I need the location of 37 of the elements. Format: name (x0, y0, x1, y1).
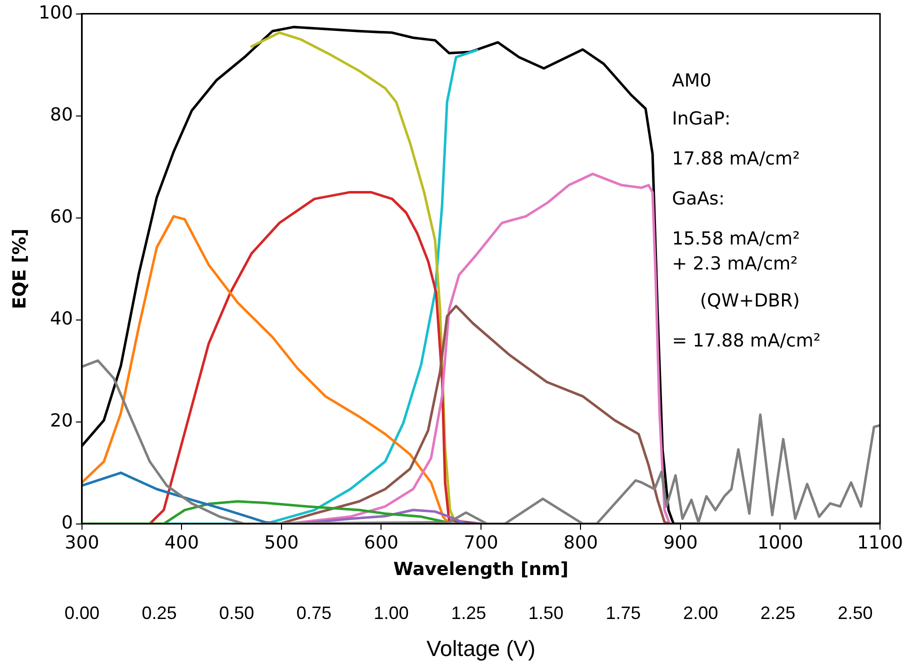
x2-tick-label: 1.00 (374, 602, 409, 623)
x-tick-label: 1000 (757, 532, 804, 554)
x-tick-label: 300 (64, 532, 100, 554)
annotation: AM0 (672, 70, 712, 92)
annotation: InGaP: (672, 108, 731, 130)
x2-tick-label: 2.25 (760, 602, 796, 623)
y-tick-label: 60 (50, 206, 73, 228)
x2-axis-title: Voltage (V) (426, 636, 536, 661)
x2-tick-label: 1.50 (528, 602, 564, 623)
x-axis-title: Wavelength [nm] (393, 558, 569, 580)
y-tick-label: 0 (62, 512, 73, 534)
x2-tick-label: 2.00 (683, 602, 718, 623)
x-tick-label: 800 (564, 532, 598, 554)
annotation: (QW+DBR) (700, 290, 800, 312)
annotation: 17.88 mA/cm² (672, 148, 800, 170)
x2-tick-label: 0.50 (219, 602, 254, 623)
x-tick-label: 900 (663, 532, 698, 554)
x2-tick-label: 0.25 (142, 602, 177, 623)
x-tick-label: 600 (364, 532, 398, 554)
y-tick-label: 20 (50, 410, 73, 432)
annotation: GaAs: (672, 188, 725, 210)
x2-tick-label: 0.00 (64, 602, 100, 623)
y-tick-label: 100 (38, 2, 73, 24)
x2-tick-label: 1.75 (606, 602, 641, 623)
x2-tick-label: 1.25 (451, 602, 486, 623)
x-tick-label: 1100 (857, 532, 903, 554)
x-tick-label: 500 (264, 532, 299, 554)
annotation: + 2.3 mA/cm² (672, 253, 798, 274)
y-axis-title: EQE [%] (9, 228, 30, 310)
y-tick-label: 40 (50, 308, 73, 330)
x2-tick-label: 0.75 (296, 602, 332, 623)
x2-tick-label: 2.50 (838, 602, 873, 623)
annotation: 15.58 mA/cm² (672, 228, 800, 250)
x-tick-label: 700 (464, 532, 498, 554)
y-tick-label: 80 (50, 104, 73, 126)
annotation: = 17.88 mA/cm² (672, 330, 821, 352)
x-tick-label: 400 (164, 532, 199, 554)
